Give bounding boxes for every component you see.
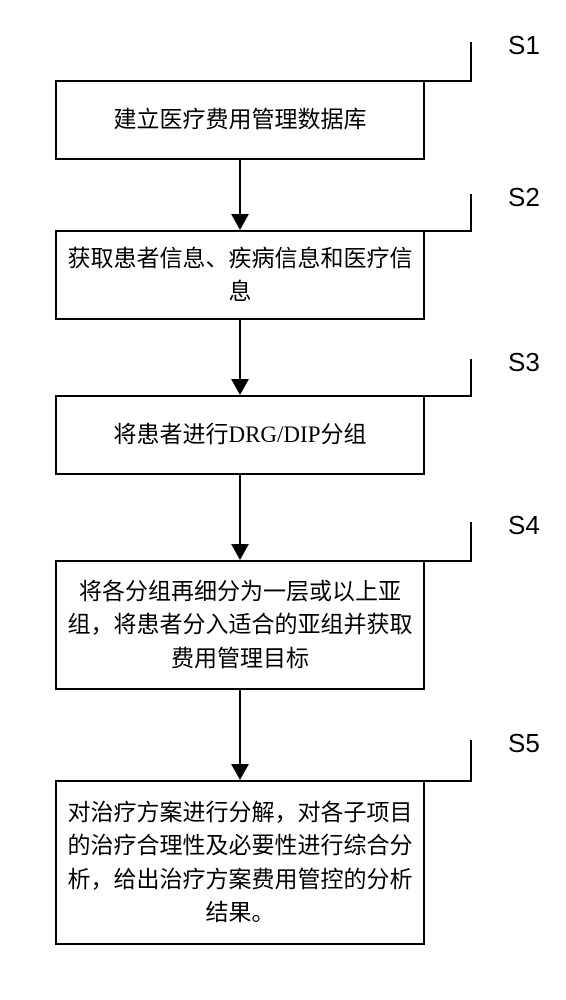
- flow-step-text: 对治疗方案进行分解，对各子项目的治疗合理性及必要性进行综合分析，给出治疗方案费用…: [57, 796, 423, 929]
- step-label-s3: S3: [508, 347, 540, 378]
- flow-arrow-line: [239, 690, 241, 764]
- flow-step-s3: 将患者进行DRG/DIP分组: [55, 395, 425, 475]
- leader-line: [470, 740, 472, 782]
- leader-line: [470, 194, 472, 232]
- flow-step-text: 将各分组再细分为一层或以上亚组，将患者分入适合的亚组并获取费用管理目标: [57, 575, 423, 675]
- arrow-down-icon: [231, 379, 249, 395]
- flow-arrow-line: [239, 160, 241, 214]
- flow-arrow-line: [239, 320, 241, 379]
- flow-step-s5: 对治疗方案进行分解，对各子项目的治疗合理性及必要性进行综合分析，给出治疗方案费用…: [55, 780, 425, 945]
- leader-line: [425, 560, 472, 562]
- leader-line: [470, 42, 472, 82]
- step-label-s4: S4: [508, 510, 540, 541]
- flow-step-text: 获取患者信息、疾病信息和医疗信息: [57, 242, 423, 309]
- step-label-s2: S2: [508, 182, 540, 213]
- flow-step-s2: 获取患者信息、疾病信息和医疗信息: [55, 230, 425, 320]
- leader-line: [425, 80, 472, 82]
- flow-step-s1: 建立医疗费用管理数据库: [55, 80, 425, 160]
- step-label-s5: S5: [508, 728, 540, 759]
- step-label-s1: S1: [508, 30, 540, 61]
- arrow-down-icon: [231, 544, 249, 560]
- leader-line: [425, 230, 472, 232]
- flow-arrow-line: [239, 475, 241, 544]
- leader-line: [470, 522, 472, 562]
- arrow-down-icon: [231, 214, 249, 230]
- flow-step-text: 将患者进行DRG/DIP分组: [107, 418, 372, 451]
- arrow-down-icon: [231, 764, 249, 780]
- flow-step-s4: 将各分组再细分为一层或以上亚组，将患者分入适合的亚组并获取费用管理目标: [55, 560, 425, 690]
- leader-line: [425, 395, 472, 397]
- flow-step-text: 建立医疗费用管理数据库: [108, 103, 373, 136]
- leader-line: [425, 780, 472, 782]
- leader-line: [470, 359, 472, 397]
